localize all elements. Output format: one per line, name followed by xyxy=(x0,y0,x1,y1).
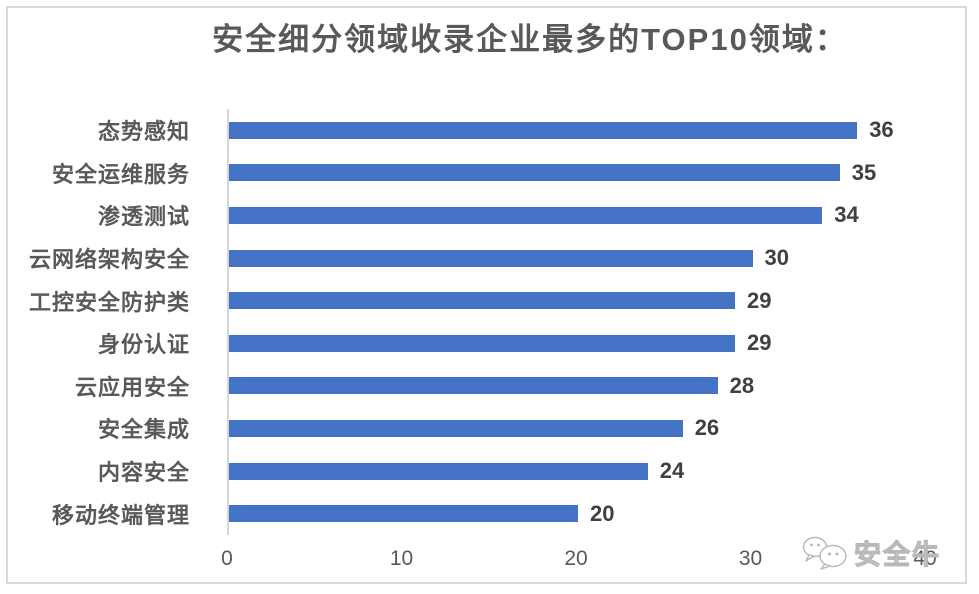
watermark: 安全牛 xyxy=(801,533,941,572)
category-label: 安全集成 xyxy=(97,417,190,443)
category-label: 态势感知 xyxy=(97,119,190,145)
bar xyxy=(229,121,858,139)
category-axis: 态势感知安全运维服务渗透测试云网络架构安全 工控安全防护类身份认证云应用安全安全集… xyxy=(10,109,190,535)
value-label: 29 xyxy=(747,330,772,356)
value-label: 29 xyxy=(747,287,772,313)
value-label: 30 xyxy=(764,245,789,271)
chart-title: 安全细分领域收录企业最多的TOP10领域： xyxy=(212,22,848,57)
value-label: 24 xyxy=(659,458,685,484)
value-label: 20 xyxy=(590,500,615,526)
bar xyxy=(229,249,753,267)
x-tick-label: 10 xyxy=(389,547,414,570)
category-label: 云应用安全 xyxy=(74,374,190,400)
x-tick-label: 40 xyxy=(913,547,937,570)
bar xyxy=(229,164,840,182)
category-label: 移动终端管理 xyxy=(51,502,190,528)
bar xyxy=(229,505,578,523)
value-label: 36 xyxy=(869,117,894,143)
category-label: 内容安全 xyxy=(97,460,190,486)
category-label: 安全运维服务 xyxy=(51,161,190,187)
bar xyxy=(229,334,736,352)
value-label: 34 xyxy=(834,202,859,228)
x-tick-label: 0 xyxy=(221,547,233,570)
bar xyxy=(229,462,648,480)
category-label: 云网络架构安全 xyxy=(28,247,190,273)
bar xyxy=(229,292,736,310)
value-label: 26 xyxy=(694,415,720,441)
watermark-label: 安全牛 xyxy=(854,540,941,571)
bar xyxy=(229,420,683,437)
plot-area: 36 35 34 30 29 29 28 26 24 20 xyxy=(227,109,927,535)
wechat-bubbles-icon xyxy=(802,536,847,570)
category-label: 渗透测试 xyxy=(97,204,190,230)
value-label: 28 xyxy=(729,372,755,398)
x-tick-label: 30 xyxy=(738,547,763,570)
value-label: 35 xyxy=(851,159,877,185)
x-axis: 0 10 20 30 40 xyxy=(221,547,937,575)
x-tick-label: 20 xyxy=(564,547,588,570)
bar xyxy=(229,207,823,224)
category-label: 工控安全防护类 xyxy=(28,289,190,315)
category-label: 身份认证 xyxy=(97,332,190,358)
bar xyxy=(229,377,718,395)
